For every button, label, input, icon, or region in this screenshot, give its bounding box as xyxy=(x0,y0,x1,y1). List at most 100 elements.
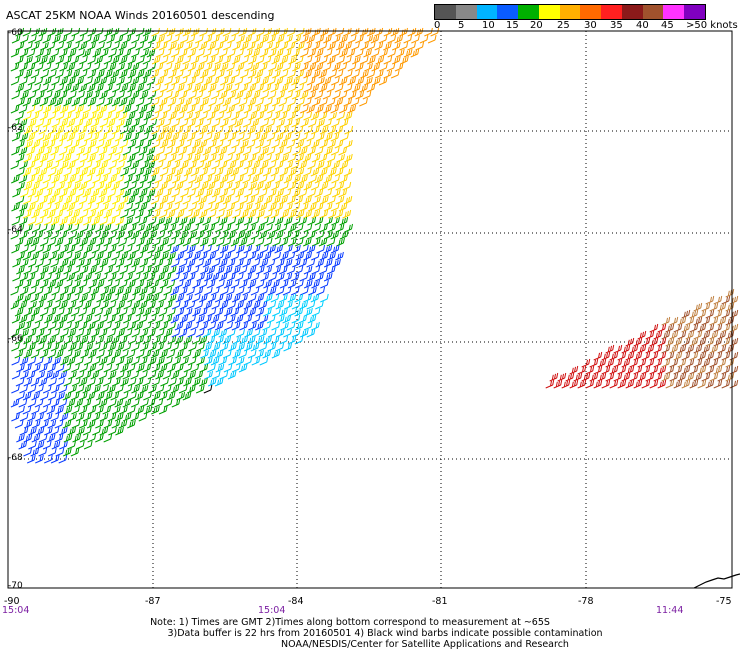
wind-barb xyxy=(227,34,236,44)
wind-barb xyxy=(187,356,197,366)
wind-barb xyxy=(98,342,108,352)
wind-barb xyxy=(266,146,276,156)
wind-barb xyxy=(63,41,72,51)
legend-label-max: >50 knots xyxy=(686,20,738,31)
wind-barb xyxy=(95,279,105,289)
wind-barb xyxy=(104,349,113,359)
wind-barb xyxy=(227,216,237,226)
wind-barb xyxy=(367,55,376,65)
wind-barb xyxy=(54,195,64,205)
wind-barb xyxy=(287,111,297,121)
wind-barb xyxy=(154,104,164,114)
wind-barb xyxy=(339,216,349,226)
wind-barb xyxy=(288,209,297,219)
wind-barb xyxy=(198,335,208,345)
wind-barb xyxy=(318,69,328,79)
wind-barb xyxy=(42,62,52,72)
wind-barb xyxy=(721,295,731,305)
wind-barb xyxy=(39,363,48,373)
wind-barb xyxy=(287,83,297,93)
wind-barb xyxy=(148,118,158,128)
wind-barb xyxy=(124,230,133,240)
wind-barb xyxy=(291,132,301,142)
wind-barb xyxy=(47,363,57,373)
wind-barb xyxy=(35,146,45,156)
wind-barb xyxy=(126,97,136,107)
wind-barb xyxy=(288,307,298,317)
wind-barb xyxy=(697,309,707,319)
wind-barb xyxy=(199,181,209,191)
wind-barb xyxy=(303,237,312,247)
wind-barb xyxy=(47,167,57,177)
wind-barb xyxy=(16,139,25,149)
wind-barb xyxy=(108,258,117,268)
wind-barb xyxy=(199,125,209,135)
wind-barb xyxy=(247,83,257,93)
wind-barb xyxy=(94,27,104,37)
wind-barb xyxy=(199,363,209,373)
wind-barb xyxy=(303,55,313,65)
wind-barb xyxy=(339,230,349,240)
wind-barb xyxy=(359,97,368,107)
wind-barb xyxy=(116,118,125,128)
wind-barb xyxy=(131,244,141,254)
wind-barb xyxy=(214,139,224,149)
wind-barb xyxy=(14,335,24,345)
wind-barb xyxy=(14,419,24,429)
wind-barb xyxy=(30,377,40,387)
wind-barb xyxy=(383,27,393,37)
wind-barb xyxy=(239,181,249,191)
wind-barb xyxy=(207,41,217,51)
wind-barb xyxy=(275,34,285,44)
wind-barb xyxy=(147,174,157,184)
wind-barb xyxy=(713,323,723,333)
wind-barb xyxy=(66,132,76,142)
wind-barb xyxy=(235,300,244,310)
wind-barb xyxy=(288,55,297,65)
wind-barb xyxy=(228,118,237,128)
wind-barb xyxy=(302,139,312,149)
wind-barb xyxy=(188,202,197,212)
wind-barb xyxy=(148,230,157,240)
wind-barb xyxy=(31,97,41,107)
wind-barb xyxy=(266,216,276,226)
wind-barb xyxy=(192,377,201,387)
wind-barb xyxy=(159,349,168,359)
wind-barb xyxy=(223,307,233,317)
wind-barb xyxy=(236,34,245,44)
wind-barb xyxy=(171,62,181,72)
wind-barb xyxy=(701,316,711,326)
wind-barb xyxy=(198,209,208,219)
legend-swatch-8 xyxy=(601,5,622,19)
wind-barb xyxy=(605,344,615,354)
wind-barb xyxy=(220,34,229,44)
wind-barb xyxy=(230,83,240,93)
wind-barb xyxy=(399,41,409,51)
wind-barb xyxy=(16,265,25,275)
wind-barb xyxy=(307,146,316,156)
wind-barb xyxy=(78,41,88,51)
wind-barb xyxy=(255,97,264,107)
wind-barb xyxy=(135,181,144,191)
wind-barb xyxy=(47,349,57,359)
wind-barb xyxy=(160,265,169,275)
wind-barb xyxy=(135,111,144,121)
wind-barb xyxy=(255,125,264,135)
wind-barb xyxy=(82,384,92,394)
wind-barb xyxy=(192,139,201,149)
wind-barb xyxy=(260,90,269,100)
wind-barb xyxy=(343,83,353,93)
wind-barb xyxy=(601,351,611,361)
wind-barb xyxy=(343,195,353,205)
wind-barb xyxy=(256,209,265,219)
wind-barb xyxy=(211,258,221,268)
wind-barb xyxy=(258,132,268,142)
wind-barb xyxy=(232,349,241,359)
wind-barb xyxy=(64,279,73,289)
wind-barb xyxy=(82,188,92,198)
wind-barb xyxy=(55,265,64,275)
wind-barb xyxy=(355,90,365,100)
wind-barb xyxy=(40,419,49,429)
wind-barb xyxy=(78,391,88,401)
wind-barb xyxy=(310,293,320,303)
